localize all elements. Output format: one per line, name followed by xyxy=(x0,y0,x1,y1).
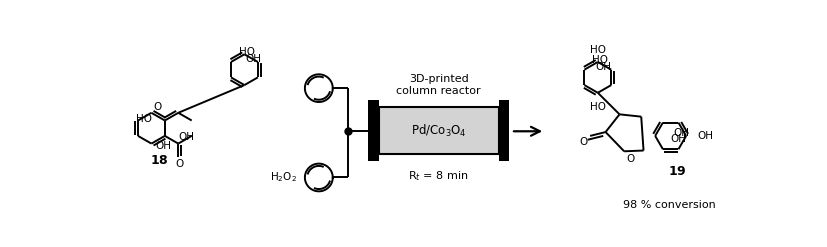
Text: HO: HO xyxy=(590,45,606,55)
Text: 3D-printed
column reactor: 3D-printed column reactor xyxy=(396,74,480,96)
Text: OH: OH xyxy=(673,127,690,138)
Text: OH: OH xyxy=(595,62,611,72)
Text: $\mathbf{18}$: $\mathbf{18}$ xyxy=(150,154,169,167)
Text: HO: HO xyxy=(239,47,255,57)
Text: H$_2$O$_2$: H$_2$O$_2$ xyxy=(270,171,297,184)
Bar xyxy=(499,100,509,161)
Text: OH: OH xyxy=(697,131,713,141)
Text: HO: HO xyxy=(136,114,152,124)
Text: OH: OH xyxy=(671,134,686,144)
Text: $\mathbf{19}$: $\mathbf{19}$ xyxy=(667,165,686,178)
Text: O: O xyxy=(175,159,183,169)
Bar xyxy=(379,107,499,154)
Text: OH: OH xyxy=(179,132,195,143)
Text: 98 % conversion: 98 % conversion xyxy=(623,200,715,210)
Text: R$_t$ = 8 min: R$_t$ = 8 min xyxy=(409,169,469,183)
Text: O: O xyxy=(627,154,635,164)
Text: Pd/Co$_3$O$_4$: Pd/Co$_3$O$_4$ xyxy=(411,123,466,139)
Text: HO: HO xyxy=(592,55,608,65)
Text: O: O xyxy=(153,103,161,112)
Text: O: O xyxy=(580,137,588,147)
Text: OH: OH xyxy=(245,54,261,64)
Text: OH: OH xyxy=(155,141,171,151)
Text: HO: HO xyxy=(590,102,605,112)
Bar xyxy=(368,100,379,161)
